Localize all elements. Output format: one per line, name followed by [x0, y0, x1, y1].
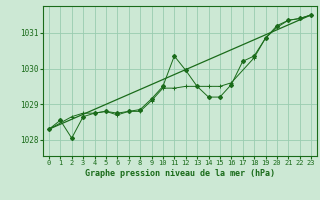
X-axis label: Graphe pression niveau de la mer (hPa): Graphe pression niveau de la mer (hPa) — [85, 169, 275, 178]
